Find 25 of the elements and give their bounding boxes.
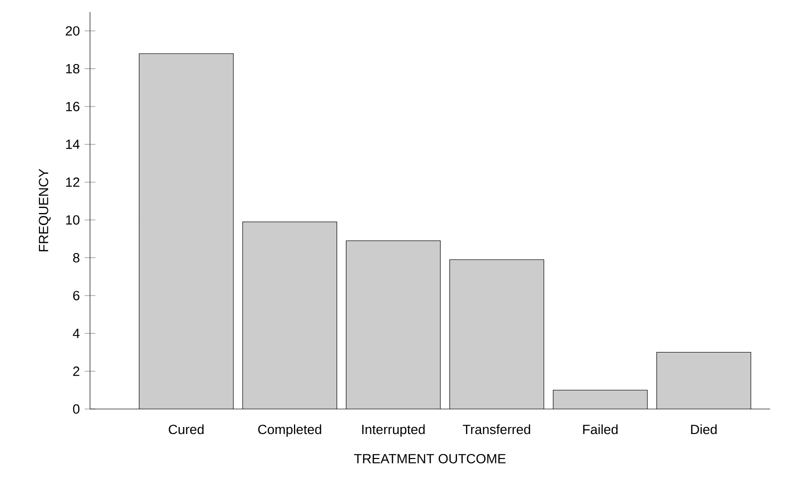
bar	[242, 222, 337, 409]
bar	[553, 390, 648, 409]
y-tick-label: 16	[66, 102, 80, 112]
y-tick-label: 8	[73, 253, 80, 262]
y-tick-label: 0	[73, 404, 80, 414]
x-axis-title: TREATMENT OUTCOME	[354, 454, 506, 464]
y-tick-label: 14	[66, 140, 80, 149]
x-tick-label: Interrupted	[362, 424, 425, 437]
y-tick-label: 10	[66, 215, 80, 225]
y-tick-label: 2	[73, 366, 80, 376]
y-tick-label: 4	[72, 328, 80, 338]
x-tick-label: Cured	[168, 424, 204, 434]
bar	[450, 260, 544, 409]
bar	[656, 352, 752, 409]
y-axis-title: FREQUENCY	[38, 168, 51, 252]
x-tick-label: Died	[691, 424, 717, 434]
y-tick-label: 20	[66, 26, 80, 36]
bar	[346, 240, 440, 409]
x-tick-label: Transferred	[462, 424, 530, 434]
y-tick-label: 6	[73, 290, 80, 300]
bar	[139, 54, 234, 409]
x-tick-label: Completed	[258, 424, 322, 437]
x-tick-label: Failed	[583, 424, 618, 434]
y-tick-label: 18	[66, 64, 80, 74]
y-tick-label: 12	[66, 177, 80, 187]
